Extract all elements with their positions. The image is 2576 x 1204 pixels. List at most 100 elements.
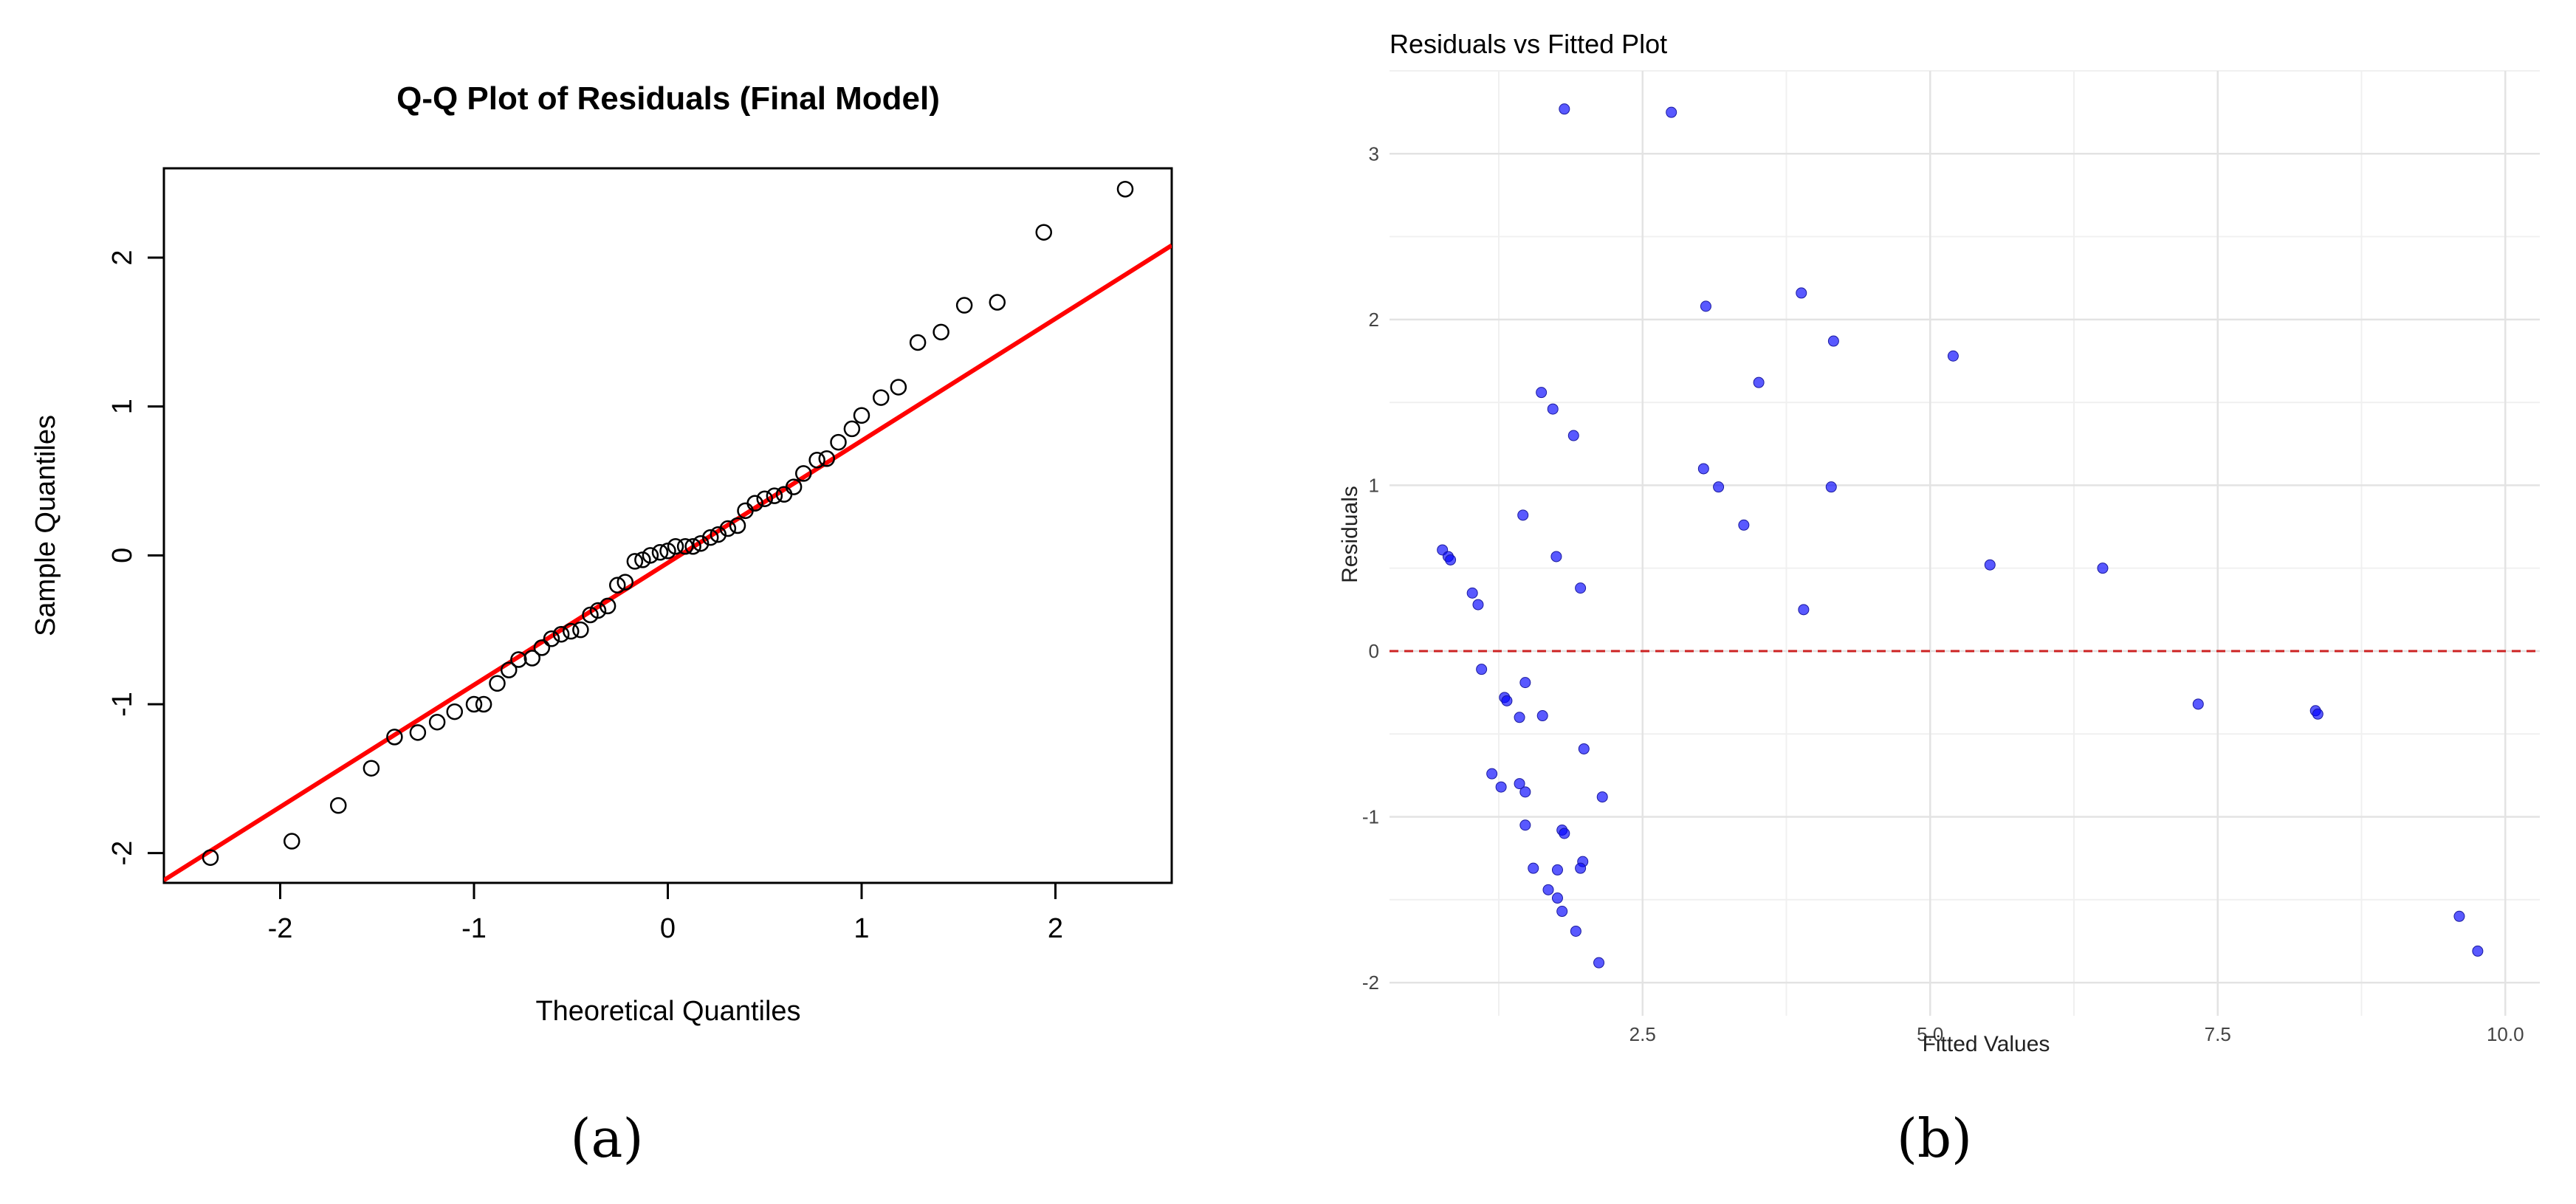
residuals-point [1495, 781, 1507, 793]
residuals-plot-title: Residuals vs Fitted Plot [1390, 29, 1667, 59]
residuals-point [1551, 864, 1563, 876]
residuals-y-tick-label: -2 [1362, 971, 1379, 994]
qq-point [710, 526, 727, 543]
qq-point [202, 849, 219, 866]
residuals-x-tick-label: 10.0 [2487, 1023, 2524, 1045]
qq-x-tick-label: 0 [660, 913, 676, 944]
residuals-point [1556, 906, 1568, 918]
residuals-point [1519, 819, 1531, 831]
residuals-x-tick-label: 5.0 [1917, 1023, 1943, 1045]
residuals-point [2097, 563, 2109, 574]
qq-y-tick-label: -2 [107, 841, 138, 866]
residuals-point [1570, 925, 1581, 937]
qq-clipped-group [164, 180, 1172, 882]
qq-point [642, 547, 659, 564]
qq-point [766, 487, 783, 504]
residuals-point [1519, 786, 1531, 798]
qq-point [719, 520, 737, 537]
qq-x-tick-label: 1 [853, 913, 869, 944]
qq-y-tick-label: -1 [107, 692, 138, 717]
residuals-point [2312, 708, 2323, 720]
qq-x-tick-label: -2 [268, 913, 293, 944]
qq-point [589, 602, 607, 619]
residuals-point [1445, 554, 1457, 565]
qq-reference-line [164, 243, 1172, 882]
residuals-point [1514, 778, 1525, 790]
qq-point [599, 597, 616, 615]
residuals-point [1542, 884, 1554, 895]
qq-point [873, 389, 890, 406]
residuals-point [1827, 335, 1839, 347]
qq-point [609, 577, 626, 594]
residuals-point [1713, 481, 1725, 493]
residuals-point [1596, 791, 1608, 803]
qq-point [989, 294, 1006, 311]
qq-point [853, 407, 870, 424]
qq-point [543, 630, 560, 647]
residuals-point [1550, 551, 1562, 563]
residuals-y-tick-label: -1 [1362, 806, 1379, 828]
residuals-point [2472, 945, 2484, 957]
qq-point [785, 478, 803, 495]
panel-b-label: (b) [1897, 1107, 1972, 1169]
qq-point [808, 452, 825, 469]
residuals-point [1536, 710, 1548, 722]
qq-point [890, 379, 907, 396]
qq-point [489, 675, 506, 692]
residuals-point [1547, 403, 1559, 415]
residuals-fitted-panel: Residuals vs Fitted Plot 2.5 5.0 7.5 10.0 -2… [1338, 29, 2540, 1169]
qq-plot-panel: Q-Q Plot of Residuals (Final Model) -2 -1… [30, 80, 1173, 1169]
residuals-point [1517, 509, 1529, 521]
qq-point [1116, 180, 1134, 198]
residuals-axes: 2.5 5.0 7.5 10.0 -2 -1 0 1 2 3 [1362, 142, 2524, 1045]
residuals-point [1536, 387, 1548, 399]
residuals-grid [1390, 70, 2540, 1016]
residuals-point [1593, 957, 1605, 969]
qq-point [746, 495, 763, 512]
qq-point [684, 537, 701, 555]
residuals-point [1575, 862, 1587, 874]
residuals-point [1501, 695, 1513, 706]
qq-point [409, 724, 427, 741]
residuals-point [1738, 519, 1750, 531]
residuals-point [1466, 587, 1478, 599]
qq-point [795, 465, 812, 482]
qq-point [843, 420, 861, 438]
residuals-y-tick-label: 0 [1369, 640, 1379, 662]
residuals-point [1753, 376, 1765, 388]
qq-point [818, 450, 835, 467]
residuals-point [1519, 677, 1531, 689]
qq-point [446, 703, 463, 720]
qq-point [702, 529, 719, 546]
qq-point [284, 833, 300, 850]
qq-point [676, 537, 694, 555]
residuals-point [1666, 106, 1677, 118]
qq-x-tick-label: 2 [1048, 913, 1063, 944]
qq-point [533, 639, 551, 656]
qq-plot-area [164, 180, 1172, 882]
qq-plot-title: Q-Q Plot of Residuals (Final Model) [396, 80, 940, 117]
qq-point [386, 729, 403, 746]
residuals-x-axis-label: Fitted Values [1923, 1032, 2050, 1056]
qq-point [729, 517, 746, 534]
qq-point [475, 695, 492, 713]
residuals-point [1551, 892, 1563, 904]
residuals-y-tick-label: 2 [1369, 309, 1379, 331]
residuals-point [1472, 599, 1484, 610]
residuals-plot-area [1390, 103, 2540, 969]
qq-point [510, 651, 527, 668]
qq-y-tick-label: 1 [107, 399, 138, 414]
qq-point [552, 625, 570, 643]
qq-plot-axes: -2 -1 0 1 2 -2 -1 0 1 2 [107, 250, 1063, 944]
residuals-point [1476, 664, 1488, 675]
qq-y-tick-label: 0 [107, 548, 138, 563]
residuals-point [1697, 463, 1709, 475]
residuals-point [1567, 430, 1579, 441]
qq-y-axis-label: Sample Quantiles [30, 415, 61, 636]
qq-point [667, 537, 684, 555]
residuals-y-axis-label: Residuals [1338, 486, 1362, 583]
qq-x-tick-label: -1 [461, 913, 487, 944]
qq-point [909, 334, 927, 351]
